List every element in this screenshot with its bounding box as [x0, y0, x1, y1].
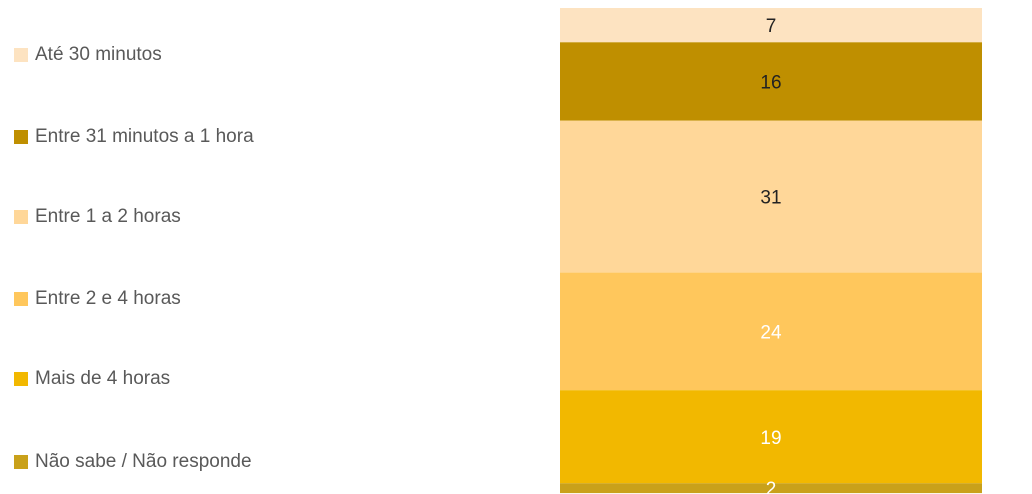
data-label: 19: [760, 428, 781, 449]
data-label: 16: [760, 73, 781, 94]
bar-segment: [560, 483, 982, 494]
legend-swatch: [14, 130, 28, 144]
legend-label: Entre 31 minutos a 1 hora: [35, 126, 254, 147]
legend-swatch: [14, 48, 28, 62]
bar-segment: [560, 8, 982, 43]
legend-swatch: [14, 455, 28, 469]
data-label: 24: [760, 322, 782, 343]
data-label: 7: [766, 16, 777, 37]
legend-label: Não sabe / Não responde: [35, 451, 252, 472]
legend-swatch: [14, 372, 28, 386]
bar-segment: [560, 120, 982, 273]
bar-segment: [560, 390, 982, 484]
data-label: 31: [760, 188, 781, 209]
legend-label: Entre 2 e 4 horas: [35, 288, 181, 309]
bar-segment: [560, 272, 982, 391]
bar-segment: [560, 42, 982, 121]
legend-swatch: [14, 292, 28, 306]
legend-swatch: [14, 210, 28, 224]
legend-label: Até 30 minutos: [35, 44, 162, 65]
legend-label: Mais de 4 horas: [35, 368, 170, 389]
data-label: 2: [766, 479, 777, 494]
legend-label: Entre 1 a 2 horas: [35, 206, 181, 227]
